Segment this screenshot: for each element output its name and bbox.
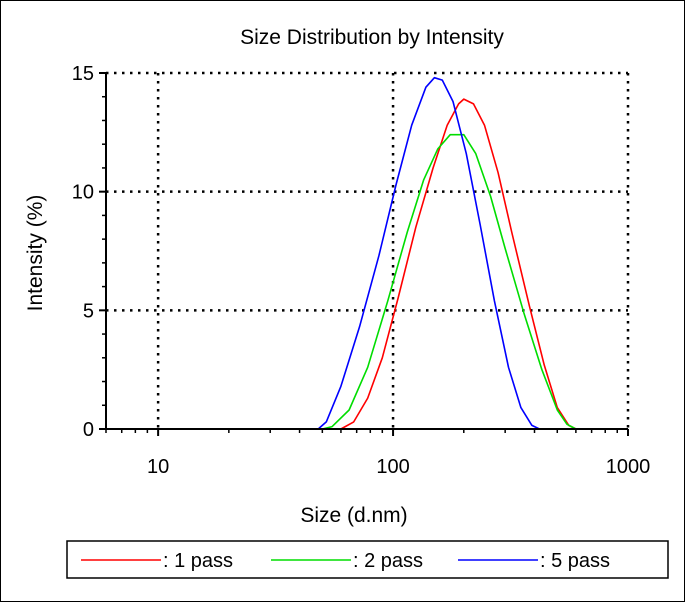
series-line-1 [106, 98, 628, 430]
grid-lines [106, 71, 630, 429]
x-tick-label: 100 [376, 456, 409, 478]
x-tick-label: 10 [147, 456, 169, 478]
legend: : 1 pass : 2 pass : 5 pass [66, 540, 669, 579]
y-tick-label: 10 [72, 182, 94, 204]
legend-label-3: : 5 pass [540, 550, 610, 572]
chart-title: Size Distribution by Intensity [240, 26, 504, 49]
legend-label-1: : 1 pass [163, 550, 233, 572]
x-tick-label: 1000 [606, 456, 651, 478]
y-tick-label: 5 [83, 300, 94, 322]
y-axis-label: Intensity (%) [24, 195, 47, 312]
series-line-2 [106, 133, 628, 430]
y-tick-label: 15 [72, 63, 94, 85]
x-axis-label: Size (d.nm) [300, 504, 407, 527]
series-line-3 [106, 76, 628, 430]
legend-box [66, 540, 669, 579]
axes: 0 5 10 15 10 100 1000 [72, 63, 651, 478]
y-tick-label: 0 [83, 419, 94, 441]
legend-label-2: : 2 pass [353, 550, 423, 572]
series-layer [106, 76, 628, 430]
